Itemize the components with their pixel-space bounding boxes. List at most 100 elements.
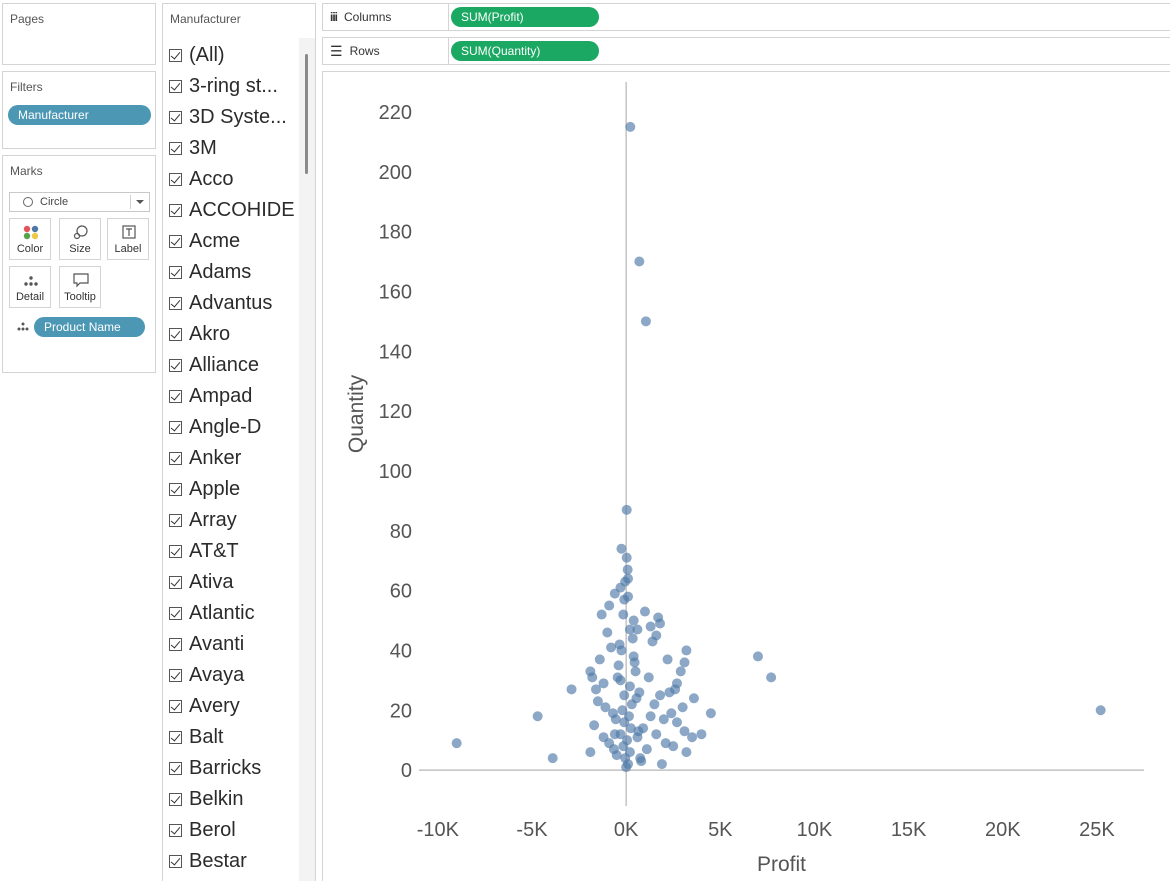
data-point[interactable] (671, 717, 682, 728)
manufacturer-filter-item[interactable]: Ampad (169, 382, 252, 410)
data-point[interactable] (687, 732, 698, 743)
manufacturer-filter-item[interactable]: 3M (169, 134, 217, 162)
data-point[interactable] (705, 708, 716, 719)
pages-card[interactable]: Pages (2, 3, 156, 65)
size-button[interactable]: Size (59, 218, 101, 260)
checkbox-checked-icon[interactable] (169, 637, 182, 651)
data-point[interactable] (688, 693, 699, 704)
checkbox-checked-icon[interactable] (169, 823, 182, 837)
data-point[interactable] (1095, 705, 1106, 716)
data-point[interactable] (671, 678, 682, 689)
checkbox-checked-icon[interactable] (169, 79, 182, 93)
data-point[interactable] (621, 762, 632, 773)
data-point[interactable] (643, 672, 654, 683)
data-point[interactable] (696, 729, 707, 740)
checkbox-checked-icon[interactable] (169, 699, 182, 713)
data-point[interactable] (598, 678, 609, 689)
data-point[interactable] (620, 576, 631, 587)
data-point[interactable] (649, 699, 660, 710)
data-point[interactable] (635, 753, 646, 764)
data-point[interactable] (627, 633, 638, 644)
data-point[interactable] (633, 726, 644, 737)
manufacturer-filter-item[interactable]: Akro (169, 320, 230, 348)
data-point[interactable] (566, 684, 577, 695)
data-point[interactable] (645, 711, 656, 722)
data-point[interactable] (600, 702, 611, 713)
data-point[interactable] (625, 723, 636, 734)
checkbox-checked-icon[interactable] (169, 513, 182, 527)
manufacturer-filter-item[interactable]: Ativa (169, 568, 233, 596)
product-name-pill[interactable]: Product Name (34, 317, 145, 337)
manufacturer-filter-item[interactable]: Balt (169, 723, 223, 751)
data-point[interactable] (616, 645, 627, 656)
checkbox-checked-icon[interactable] (169, 761, 182, 775)
checkbox-checked-icon[interactable] (169, 389, 182, 403)
data-point[interactable] (668, 741, 679, 752)
data-point[interactable] (634, 256, 645, 267)
data-point[interactable] (681, 747, 692, 758)
data-point[interactable] (618, 609, 629, 620)
checkbox-checked-icon[interactable] (169, 203, 182, 217)
data-point[interactable] (612, 672, 623, 683)
data-point[interactable] (632, 624, 643, 635)
checkbox-checked-icon[interactable] (169, 606, 182, 620)
manufacturer-filter-item[interactable]: Adams (169, 258, 251, 286)
manufacturer-filter-item[interactable]: 3-ring st... (169, 72, 278, 100)
filter-scrollbar-thumb[interactable] (305, 54, 308, 174)
data-point[interactable] (608, 744, 619, 755)
data-point[interactable] (602, 627, 613, 638)
manufacturer-filter-item[interactable]: Bestar (169, 847, 247, 875)
manufacturer-filter-item[interactable]: Alliance (169, 351, 259, 379)
data-point[interactable] (623, 591, 634, 602)
checkbox-checked-icon[interactable] (169, 668, 182, 682)
manufacturer-filter-item[interactable]: Atlantic (169, 599, 255, 627)
data-point[interactable] (630, 666, 641, 677)
data-point[interactable] (639, 606, 650, 617)
data-point[interactable] (625, 121, 636, 132)
checkbox-checked-icon[interactable] (169, 358, 182, 372)
data-point[interactable] (621, 504, 632, 515)
checkbox-checked-icon[interactable] (169, 854, 182, 868)
sum-profit-pill[interactable]: SUM(Profit) (451, 7, 599, 27)
checkbox-checked-icon[interactable] (169, 420, 182, 434)
checkbox-checked-icon[interactable] (169, 451, 182, 465)
data-point[interactable] (666, 708, 677, 719)
sum-quantity-pill[interactable]: SUM(Quantity) (451, 41, 599, 61)
manufacturer-filter-item[interactable]: Avaya (169, 661, 244, 689)
checkbox-checked-icon[interactable] (169, 327, 182, 341)
data-point[interactable] (675, 666, 686, 677)
data-point[interactable] (640, 316, 651, 327)
manufacturer-filter-pill[interactable]: Manufacturer (8, 105, 151, 125)
data-point[interactable] (752, 651, 763, 662)
checkbox-checked-icon[interactable] (169, 141, 182, 155)
checkbox-checked-icon[interactable] (169, 482, 182, 496)
data-point[interactable] (592, 696, 603, 707)
scatter-plot[interactable]: 0 20 40 60 80 100 120 140 160 180 200 220 -10K -5K 0K 5… (323, 72, 1169, 880)
manufacturer-filter-item[interactable]: Advantus (169, 289, 272, 317)
data-point[interactable] (451, 738, 462, 749)
manufacturer-filter-item[interactable]: Apple (169, 475, 240, 503)
data-point[interactable] (679, 657, 690, 668)
checkbox-checked-icon[interactable] (169, 544, 182, 558)
checkbox-checked-icon[interactable] (169, 172, 182, 186)
data-point[interactable] (606, 642, 617, 653)
manufacturer-filter-item[interactable]: Acco (169, 165, 233, 193)
checkbox-checked-icon[interactable] (169, 575, 182, 589)
checkbox-checked-icon[interactable] (169, 265, 182, 279)
data-point[interactable] (629, 657, 640, 668)
data-point[interactable] (677, 702, 688, 713)
manufacturer-filter-item[interactable]: ACCOHIDE (169, 196, 295, 224)
checkbox-checked-icon[interactable] (169, 48, 182, 62)
checkbox-checked-icon[interactable] (169, 730, 182, 744)
manufacturer-filter-item[interactable]: Anker (169, 444, 241, 472)
data-point[interactable] (596, 609, 607, 620)
data-point[interactable] (662, 654, 673, 665)
manufacturer-filter-item[interactable]: Avanti (169, 630, 244, 658)
manufacturer-filter-item[interactable]: Berol (169, 816, 236, 844)
manufacturer-filter-item[interactable]: (All) (169, 41, 225, 69)
label-button[interactable]: Label (107, 218, 149, 260)
data-point[interactable] (628, 615, 639, 626)
manufacturer-filter-item[interactable]: Avery (169, 692, 240, 720)
detail-button[interactable]: Detail (9, 266, 51, 308)
mark-type-dropdown[interactable]: Circle (9, 192, 150, 212)
